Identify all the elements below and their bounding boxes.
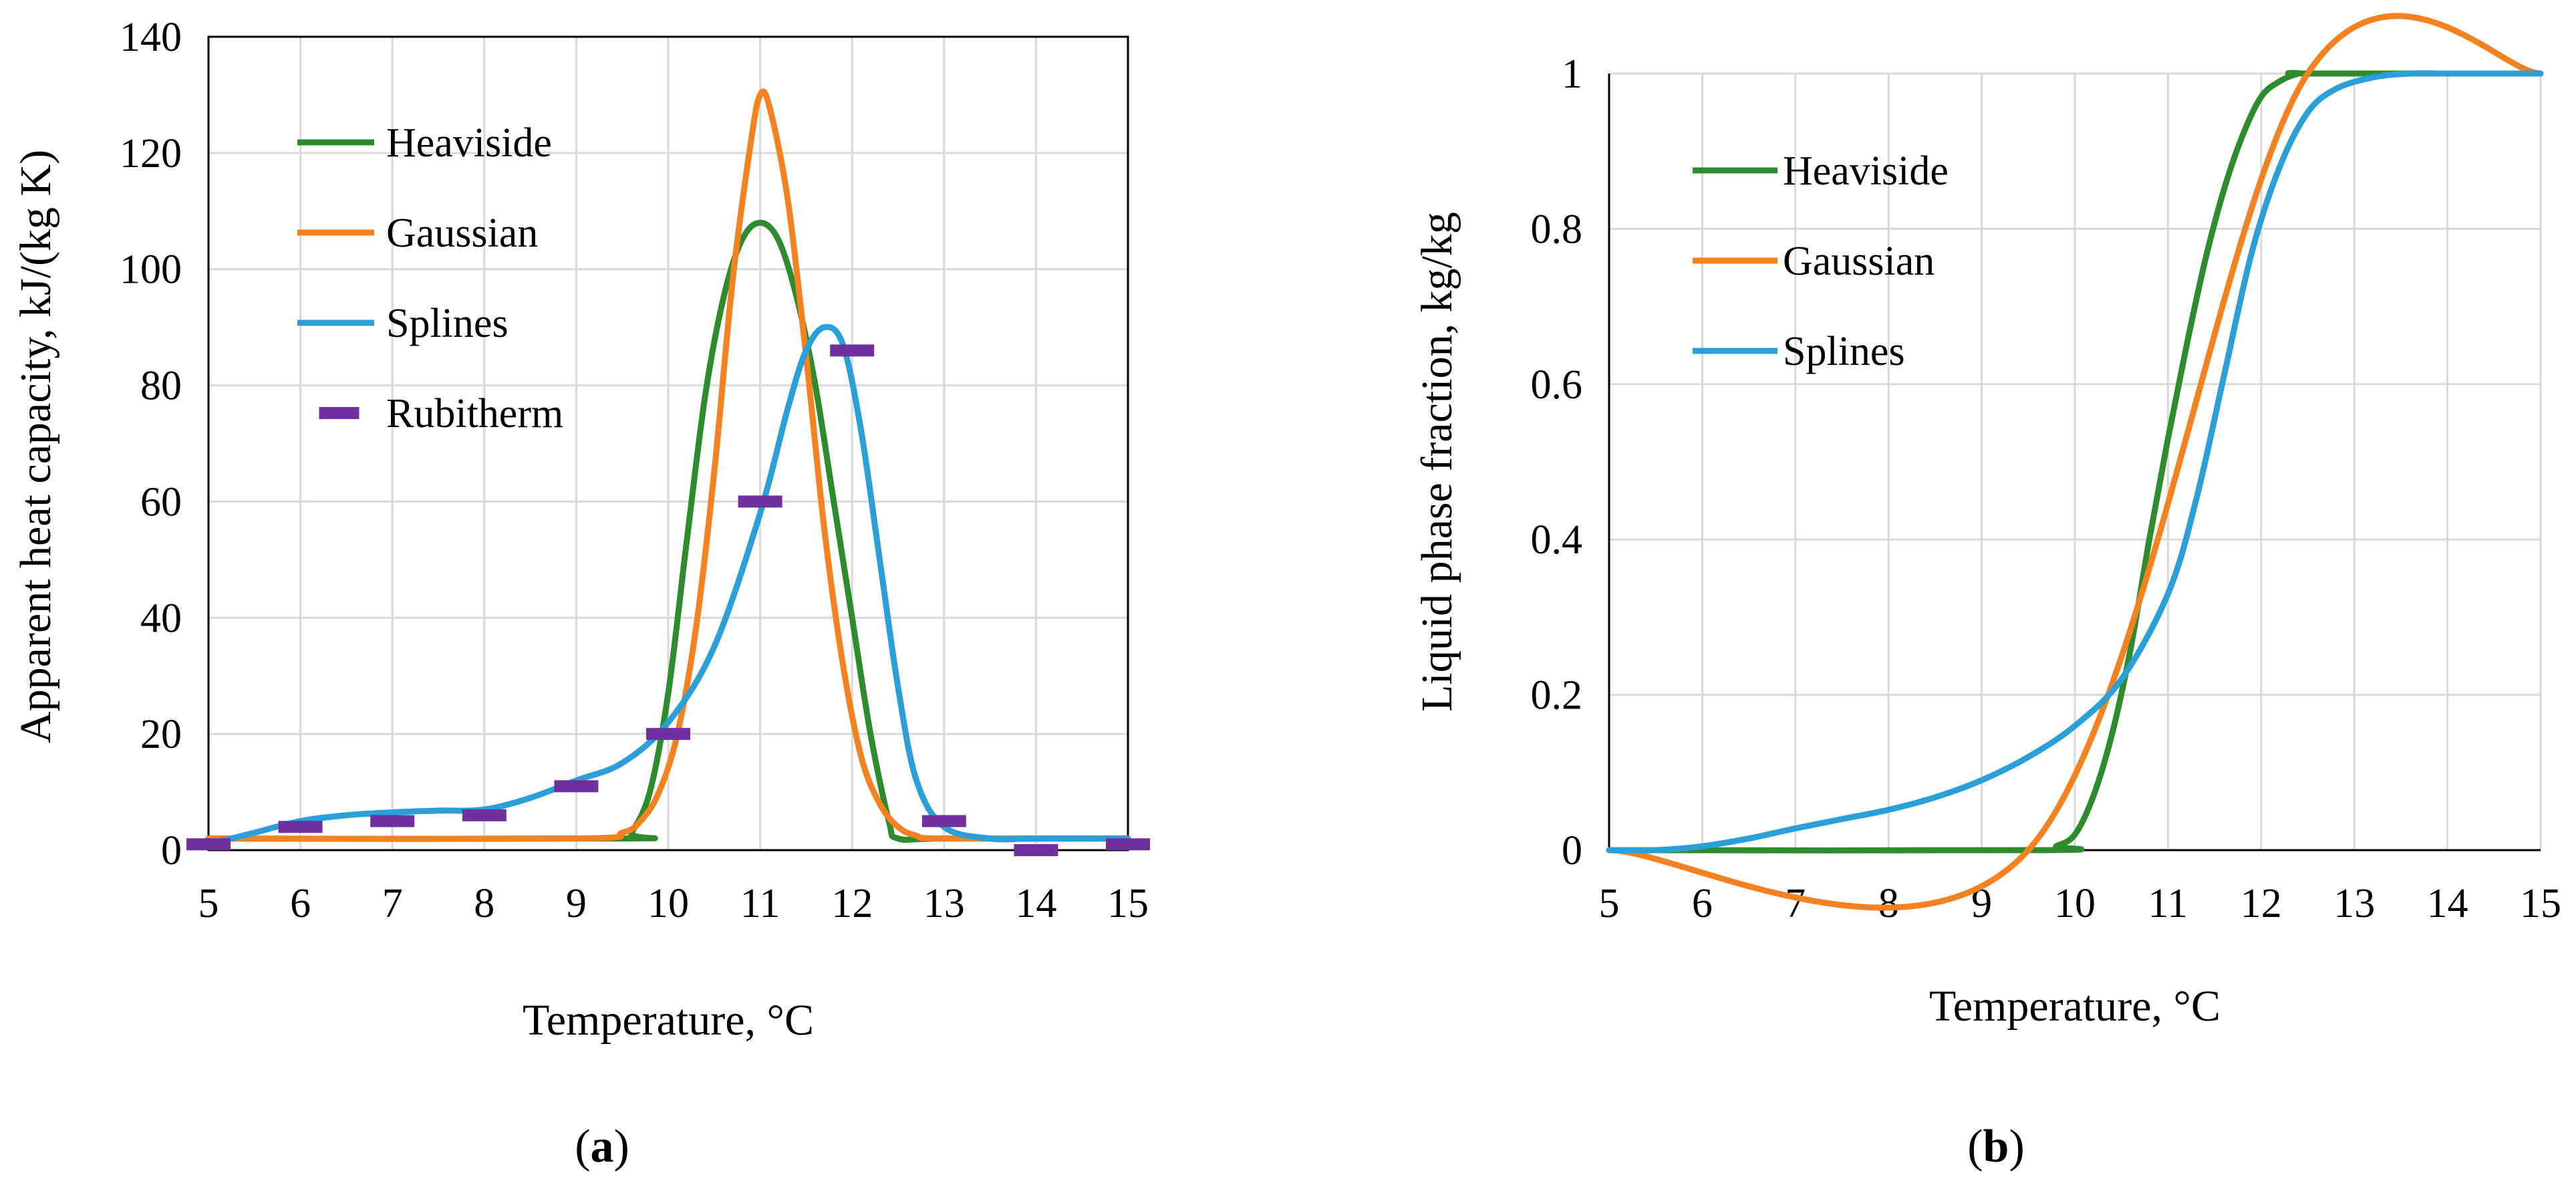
x-tick-label: 15	[1107, 881, 1149, 926]
panel-label: (a)	[575, 1121, 629, 1172]
legend-label: Gaussian	[386, 211, 538, 256]
x-tick-label: 14	[1015, 881, 1056, 926]
chart-a: 5 6 7 8 9 10 11 12 13 14 15 0 20 40 60 80 100 120 140 Tempe…	[11, 15, 1150, 1172]
x-tick-label: 13	[923, 881, 965, 926]
y-tick-label: 0	[1562, 828, 1582, 874]
x-axis-label: Temperature, °C	[523, 996, 814, 1045]
y-tick-label: 80	[140, 364, 182, 409]
series-gaussian	[1606, 13, 2544, 911]
series-splines	[205, 323, 1131, 847]
y-tick-label: 140	[120, 15, 182, 60]
legend-label: Rubitherm	[386, 391, 563, 436]
x-tick-label: 12	[2241, 881, 2282, 926]
x-tick-label: 10	[2054, 881, 2096, 926]
y-tick-label: 0.6	[1531, 362, 1583, 408]
data-point-marker	[462, 809, 507, 821]
series-gaussian	[205, 88, 1131, 842]
chart-b: 5 6 7 8 9 10 11 12 13 14 1500.20.40.60.81Temperatu…	[1413, 13, 2561, 1172]
x-tick-label: 13	[2333, 881, 2375, 926]
plot-frame	[207, 35, 1129, 851]
data-point-marker	[830, 344, 875, 357]
data-point-marker	[186, 838, 231, 851]
legend-label: Gaussian	[1783, 239, 1935, 284]
x-tick-label: 7	[382, 881, 403, 926]
x-tick-label: 6	[1692, 881, 1713, 926]
series-splines	[1606, 70, 2544, 853]
y-tick-label: 1	[1562, 51, 1582, 97]
series-heaviside	[1606, 70, 2544, 853]
x-tick-label: 14	[2427, 881, 2468, 926]
data-point-marker	[646, 728, 690, 741]
series-line	[205, 88, 1131, 842]
y-tick-label: 120	[120, 131, 182, 176]
legend-label: Heaviside	[1783, 148, 1949, 194]
series-line	[1606, 70, 2544, 853]
y-tick-label: 100	[120, 247, 182, 293]
data-point-marker	[1014, 844, 1058, 856]
y-axis-label: Apparent heat capacity, kJ/(kg K)	[11, 150, 60, 743]
x-tick-label: 11	[2148, 881, 2188, 926]
legend-swatch	[319, 407, 360, 419]
series-line	[205, 323, 1131, 847]
panel-label: (b)	[1967, 1121, 2025, 1172]
y-tick-label: 40	[140, 596, 182, 641]
y-axis-label: Liquid phase fraction, kg/kg	[1413, 212, 1461, 712]
x-tick-label: 5	[1599, 881, 1620, 926]
data-point-marker	[278, 821, 323, 833]
legend-label: Heaviside	[386, 120, 552, 166]
series-line	[1606, 13, 2544, 911]
data-point-marker	[554, 780, 599, 793]
x-tick-label: 9	[566, 881, 587, 926]
x-tick-label: 8	[474, 881, 494, 926]
x-axis-label: Temperature, °C	[1929, 982, 2221, 1031]
y-tick-label: 60	[140, 479, 182, 525]
series-rubitherm	[186, 344, 1150, 856]
series-line	[1606, 70, 2544, 853]
x-tick-label: 8	[1878, 881, 1899, 926]
x-tick-label: 7	[1785, 881, 1806, 926]
y-tick-label: 20	[140, 712, 182, 757]
y-tick-label: 0.8	[1531, 207, 1583, 252]
x-tick-label: 11	[740, 881, 780, 926]
data-point-marker	[370, 815, 415, 827]
x-tick-label: 15	[2520, 881, 2561, 926]
legend: Heaviside Gaussian Splines	[1693, 148, 1949, 374]
y-tick-label: 0.4	[1531, 517, 1583, 563]
data-point-marker	[738, 495, 782, 508]
legend-label: Splines	[1783, 329, 1905, 374]
x-tick-label: 6	[290, 881, 311, 926]
data-point-marker	[921, 815, 966, 827]
x-tick-label: 12	[831, 881, 873, 926]
y-tick-label: 0.2	[1531, 673, 1583, 718]
legend-label: Splines	[386, 301, 509, 346]
y-tick-label: 0	[161, 828, 182, 874]
x-tick-label: 10	[648, 881, 689, 926]
x-tick-label: 5	[198, 881, 219, 926]
legend: Heaviside Gaussian Splines Rubitherm	[297, 120, 563, 436]
data-point-marker	[1106, 838, 1150, 851]
